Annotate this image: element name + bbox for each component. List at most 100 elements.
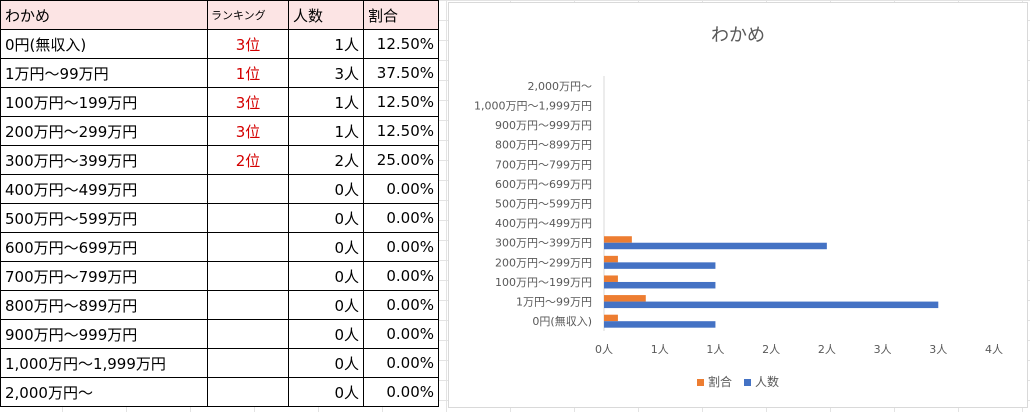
- table-header-row: わかめ ランキング 人数 割合: [0, 0, 439, 30]
- x-tick-label: 3人: [929, 343, 947, 356]
- cell-rank[interactable]: 3位: [207, 29, 289, 59]
- cell-count[interactable]: 3人: [288, 58, 364, 88]
- cell-label[interactable]: 200万円～299万円: [0, 116, 208, 146]
- table-row: 900万円～999万円 0人 0.00%: [0, 319, 439, 349]
- cell-count[interactable]: 0人: [288, 290, 364, 320]
- table-row: 800万円～899万円 0人 0.00%: [0, 290, 439, 320]
- cell-label[interactable]: 500万円～599万円: [0, 203, 208, 233]
- cell-rank[interactable]: [207, 232, 289, 262]
- x-tick-label: 2人: [818, 343, 836, 356]
- bar-ratio: [604, 295, 646, 302]
- cell-label[interactable]: 700万円～799万円: [0, 261, 208, 291]
- cell-count[interactable]: 0人: [288, 319, 364, 349]
- cell-pct[interactable]: 0.00%: [363, 377, 439, 407]
- cell-pct[interactable]: 25.00%: [363, 145, 439, 175]
- x-tick-label: 0人: [595, 343, 613, 356]
- category-label: 600万円～699万円: [495, 178, 592, 191]
- chart-plot: 0円(無収入) 1万円～99万円 100万円～199万円 200万円～299万円 300…: [474, 76, 1003, 356]
- table-row: 200万円～299万円 3位 1人 12.50%: [0, 116, 439, 146]
- cell-label[interactable]: 100万円～199万円: [0, 87, 208, 117]
- header-label-cell[interactable]: わかめ: [0, 0, 208, 30]
- cell-count[interactable]: 1人: [288, 29, 364, 59]
- table-row: 400万円～499万円 0人 0.00%: [0, 174, 439, 204]
- cell-label[interactable]: 900万円～999万円: [0, 319, 208, 349]
- table-row: 300万円～399万円 2位 2人 25.00%: [0, 145, 439, 175]
- bar-ratio: [604, 275, 618, 282]
- category-label: 1,000万円～1,999万円: [474, 99, 592, 112]
- table-row: 1,000万円～1,999万円 0人 0.00%: [0, 348, 439, 378]
- x-tick-label: 2人: [762, 343, 780, 356]
- cell-count[interactable]: 0人: [288, 232, 364, 262]
- table-row: 700万円～799万円 0人 0.00%: [0, 261, 439, 291]
- category-label: 100万円～199万円: [495, 276, 592, 289]
- bar-ratio: [604, 236, 632, 243]
- legend-label: 割合: [707, 375, 732, 389]
- table-row: 0円(無収入) 3位 1人 12.50%: [0, 29, 439, 59]
- cell-rank[interactable]: 3位: [207, 87, 289, 117]
- header-count-cell[interactable]: 人数: [288, 0, 364, 30]
- cell-count[interactable]: 0人: [288, 261, 364, 291]
- header-pct-cell[interactable]: 割合: [363, 0, 439, 30]
- cell-pct[interactable]: 37.50%: [363, 58, 439, 88]
- cell-pct[interactable]: 12.50%: [363, 116, 439, 146]
- legend-label: 人数: [755, 375, 780, 389]
- category-label: 1万円～99万円: [516, 296, 592, 309]
- cell-count[interactable]: 0人: [288, 203, 364, 233]
- cell-label[interactable]: 400万円～499万円: [0, 174, 208, 204]
- data-table: わかめ ランキング 人数 割合 0円(無収入) 3位 1人 12.50% 1万円～99万…: [0, 0, 439, 407]
- bar-people: [604, 242, 827, 250]
- header-rank-cell[interactable]: ランキング: [207, 0, 289, 30]
- cell-pct[interactable]: 0.00%: [363, 261, 439, 291]
- category-label: 400万円～499万円: [495, 217, 592, 230]
- cell-rank[interactable]: [207, 203, 289, 233]
- legend-swatch: [696, 379, 704, 386]
- cell-count[interactable]: 0人: [288, 377, 364, 407]
- cell-count[interactable]: 2人: [288, 145, 364, 175]
- cell-rank[interactable]: [207, 348, 289, 378]
- x-tick-label: 1人: [651, 343, 669, 356]
- cell-rank[interactable]: 2位: [207, 145, 289, 175]
- cell-rank[interactable]: [207, 290, 289, 320]
- bar-people: [604, 262, 716, 269]
- table-row: 2,000万円～ 0人 0.00%: [0, 377, 439, 407]
- cell-pct[interactable]: 0.00%: [363, 203, 439, 233]
- bar-ratio: [604, 255, 618, 263]
- cell-rank[interactable]: [207, 319, 289, 349]
- cell-label[interactable]: 0円(無収入): [0, 29, 208, 59]
- cell-rank[interactable]: [207, 261, 289, 291]
- category-label: 200万円～299万円: [495, 256, 592, 269]
- cell-label[interactable]: 300万円～399万円: [0, 145, 208, 175]
- cell-pct[interactable]: 12.50%: [363, 87, 439, 117]
- cell-count[interactable]: 0人: [288, 348, 364, 378]
- cell-rank[interactable]: [207, 174, 289, 204]
- legend-swatch: [744, 379, 751, 386]
- cell-count[interactable]: 1人: [288, 87, 364, 117]
- bar-people: [604, 321, 716, 328]
- legend-item[interactable]: 割合: [696, 373, 732, 390]
- cell-label[interactable]: 2,000万円～: [0, 377, 208, 407]
- x-tick-label: 1人: [706, 343, 724, 356]
- bar-chart[interactable]: わかめ 0円(無収入) 1万円～99万円 100万円～199万円 200万円～299万…: [448, 2, 1028, 408]
- category-label: 500万円～599万円: [495, 198, 592, 211]
- cell-count[interactable]: 0人: [288, 174, 364, 204]
- cell-label[interactable]: 1,000万円～1,999万円: [0, 348, 208, 378]
- cell-pct[interactable]: 0.00%: [363, 348, 439, 378]
- cell-label[interactable]: 600万円～699万円: [0, 232, 208, 262]
- cell-pct[interactable]: 0.00%: [363, 174, 439, 204]
- category-label: 700万円～799万円: [495, 158, 592, 171]
- category-label: 0円(無収入): [532, 314, 592, 328]
- cell-rank[interactable]: 1位: [207, 58, 289, 88]
- cell-rank[interactable]: 3位: [207, 116, 289, 146]
- table-row: 500万円～599万円 0人 0.00%: [0, 203, 439, 233]
- cell-count[interactable]: 1人: [288, 116, 364, 146]
- cell-label[interactable]: 1万円～99万円: [0, 58, 208, 88]
- cell-pct[interactable]: 0.00%: [363, 290, 439, 320]
- legend-item[interactable]: 人数: [744, 373, 779, 390]
- cell-pct[interactable]: 12.50%: [363, 29, 439, 59]
- x-tick-label: 4人: [985, 343, 1003, 356]
- cell-pct[interactable]: 0.00%: [363, 232, 439, 262]
- category-label: 800万円～899万円: [495, 139, 592, 152]
- cell-pct[interactable]: 0.00%: [363, 319, 439, 349]
- cell-label[interactable]: 800万円～899万円: [0, 290, 208, 320]
- cell-rank[interactable]: [207, 377, 289, 407]
